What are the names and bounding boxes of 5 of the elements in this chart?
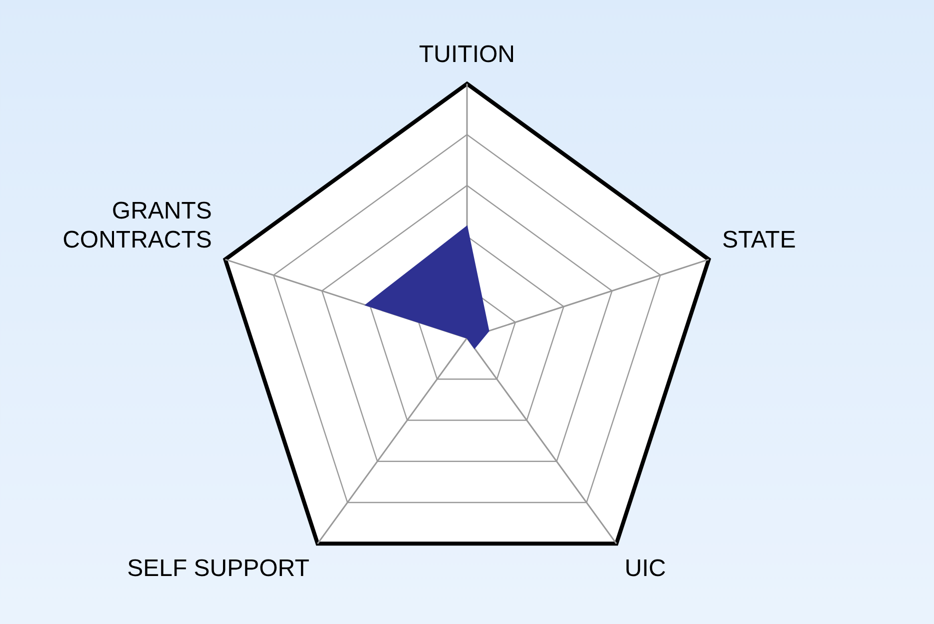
spoke-label: GRANTS CONTRACTS: [62, 198, 212, 254]
spoke-label: STATE: [722, 226, 796, 254]
spoke-label: TUITION: [419, 41, 515, 68]
spoke-label: UIC: [624, 555, 666, 582]
spoke-label: SELF SUPPORT: [127, 555, 310, 582]
